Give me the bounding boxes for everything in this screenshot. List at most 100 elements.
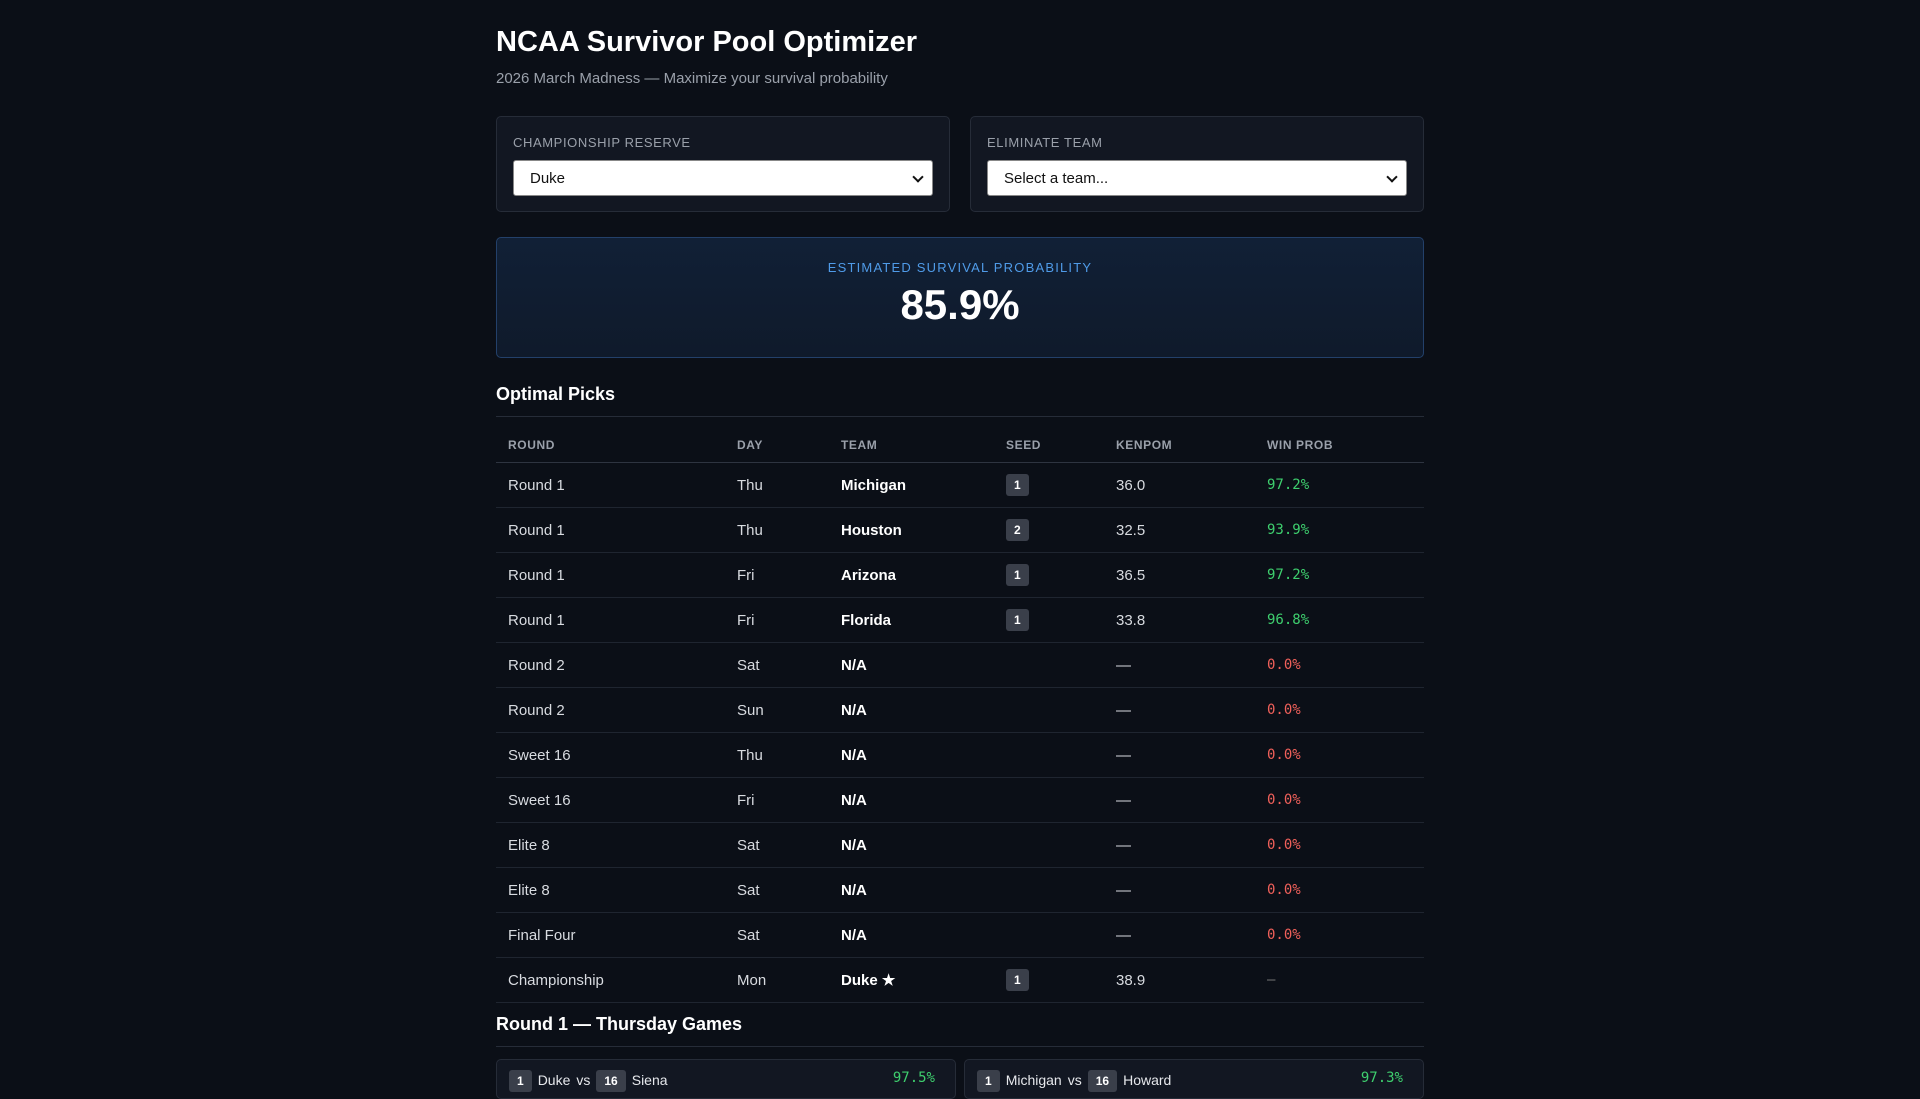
column-header: SEED <box>994 428 1104 463</box>
survival-value: 85.9% <box>900 281 1020 328</box>
seed-badge: 2 <box>1006 519 1029 541</box>
pick-row: Round 1 Fri Arizona 1 36.5 97.2% <box>496 552 1424 598</box>
pick-row: Round 2 Sun N/A —0.0% <box>496 687 1424 733</box>
kenpom: 33.8 <box>1104 597 1255 643</box>
pick-row: Round 1 Thu Michigan 1 36.0 97.2% <box>496 462 1424 508</box>
day: Fri <box>725 777 829 823</box>
team: N/A <box>829 777 994 823</box>
picks-table: ROUND DAY TEAM SEED KENPOM WIN PROB Round 1 Th… <box>496 428 1424 1003</box>
round: Round 1 <box>496 552 725 598</box>
round: Championship <box>496 957 725 1003</box>
pick-row: Sweet 16 Fri N/A —0.0% <box>496 777 1424 823</box>
day: Fri <box>725 552 829 598</box>
prob: 97.2% <box>1255 552 1424 598</box>
prob: 96.8% <box>1255 597 1424 643</box>
divider <box>496 416 1424 417</box>
column-header: DAY <box>725 428 829 463</box>
control-label: ELIMINATE TEAM <box>987 135 1103 150</box>
round: Final Four <box>496 912 725 958</box>
eliminate-select[interactable]: Select a team... <box>987 160 1407 196</box>
kenpom: — <box>1104 687 1255 733</box>
seed-cell <box>994 687 1104 733</box>
pick-row: Championship Mon Duke ★ 1 38.9— <box>496 957 1424 1003</box>
column-header: KENPOM <box>1104 428 1255 463</box>
day: Sat <box>725 642 829 688</box>
kenpom: 36.5 <box>1104 552 1255 598</box>
seed-badge: 16 <box>596 1070 626 1092</box>
seed-cell <box>994 777 1104 823</box>
team: N/A <box>829 732 994 778</box>
kenpom: — <box>1104 867 1255 913</box>
day: Thu <box>725 732 829 778</box>
prob: — <box>1255 957 1424 1003</box>
kenpom: 38.9 <box>1104 957 1255 1003</box>
subtitle: 2026 March Madness — Maximize your survi… <box>496 70 888 87</box>
round: Elite 8 <box>496 867 725 913</box>
prob: 0.0% <box>1255 912 1424 958</box>
round: Sweet 16 <box>496 732 725 778</box>
game-card: 1 Michigan vs 16 Howard 97.3% <box>964 1059 1424 1099</box>
page-title: NCAA Survivor Pool Optimizer <box>496 26 918 58</box>
pick-row: Round 1 Fri Florida 1 33.8 96.8% <box>496 597 1424 643</box>
header-row: ROUND DAY TEAM SEED KENPOM WIN PROB <box>496 428 1424 463</box>
seed-badge: 1 <box>1006 474 1029 496</box>
seed-badge: 1 <box>1006 969 1029 991</box>
prob: 0.0% <box>1255 687 1424 733</box>
round: Round 1 <box>496 462 725 508</box>
kenpom: — <box>1104 777 1255 823</box>
pick-row: Final Four Sat N/A —0.0% <box>496 912 1424 958</box>
seed-cell: 1 <box>994 597 1104 643</box>
day: Mon <box>725 957 829 1003</box>
kenpom: — <box>1104 822 1255 868</box>
reserve-control: CHAMPIONSHIP RESERVE Duke <box>496 116 950 212</box>
seed-cell: 1 <box>994 552 1104 598</box>
seed-badge: 1 <box>1006 564 1029 586</box>
day: Sat <box>725 867 829 913</box>
pick-row: Elite 8 Sat N/A —0.0% <box>496 867 1424 913</box>
seed-badge: 1 <box>977 1070 1000 1092</box>
vs-label: vs <box>1067 1072 1082 1088</box>
eliminate-control: ELIMINATE TEAM Select a team... <box>970 116 1424 212</box>
pick-row: Round 1 Thu Houston 2 32.5 93.9% <box>496 507 1424 553</box>
day: Sat <box>725 912 829 958</box>
pick-row: Round 2 Sat N/A —0.0% <box>496 642 1424 688</box>
vs-label: vs <box>576 1072 591 1088</box>
round: Round 2 <box>496 687 725 733</box>
control-label: CHAMPIONSHIP RESERVE <box>513 135 691 150</box>
column-header: TEAM <box>829 428 994 463</box>
team: N/A <box>829 867 994 913</box>
prob: 93.9% <box>1255 507 1424 553</box>
seed-cell <box>994 732 1104 778</box>
divider <box>496 1046 1424 1047</box>
prob: 0.0% <box>1255 777 1424 823</box>
reserve-select[interactable]: Duke <box>513 160 933 196</box>
seed-cell <box>994 642 1104 688</box>
survival-panel: ESTIMATED SURVIVAL PROBABILITY 85.9% <box>496 237 1424 358</box>
game-prob: 97.5% <box>892 1070 935 1086</box>
seed-cell <box>994 867 1104 913</box>
round: Round 2 <box>496 642 725 688</box>
kenpom: — <box>1104 732 1255 778</box>
game-prob: 97.3% <box>1360 1070 1403 1086</box>
day: Thu <box>725 507 829 553</box>
team: Duke ★ <box>829 957 994 1003</box>
seed-cell <box>994 912 1104 958</box>
day: Sun <box>725 687 829 733</box>
kenpom: — <box>1104 912 1255 958</box>
team: N/A <box>829 687 994 733</box>
team-name: Michigan <box>1005 1072 1062 1088</box>
survival-label: ESTIMATED SURVIVAL PROBABILITY <box>827 260 1093 275</box>
kenpom: — <box>1104 642 1255 688</box>
section-title: Round 1 — Thursday Games <box>496 1014 743 1034</box>
team-name: Howard <box>1123 1072 1172 1088</box>
prob: 97.2% <box>1255 462 1424 508</box>
pick-row: Elite 8 Sat N/A —0.0% <box>496 822 1424 868</box>
kenpom: 32.5 <box>1104 507 1255 553</box>
seed-cell: 1 <box>994 462 1104 508</box>
game-card: 1 Duke vs 16 Siena 97.5% <box>496 1059 956 1099</box>
team-name: Duke <box>537 1072 571 1088</box>
team: N/A <box>829 642 994 688</box>
section-title: Optimal Picks <box>496 384 616 404</box>
prob: 0.0% <box>1255 867 1424 913</box>
